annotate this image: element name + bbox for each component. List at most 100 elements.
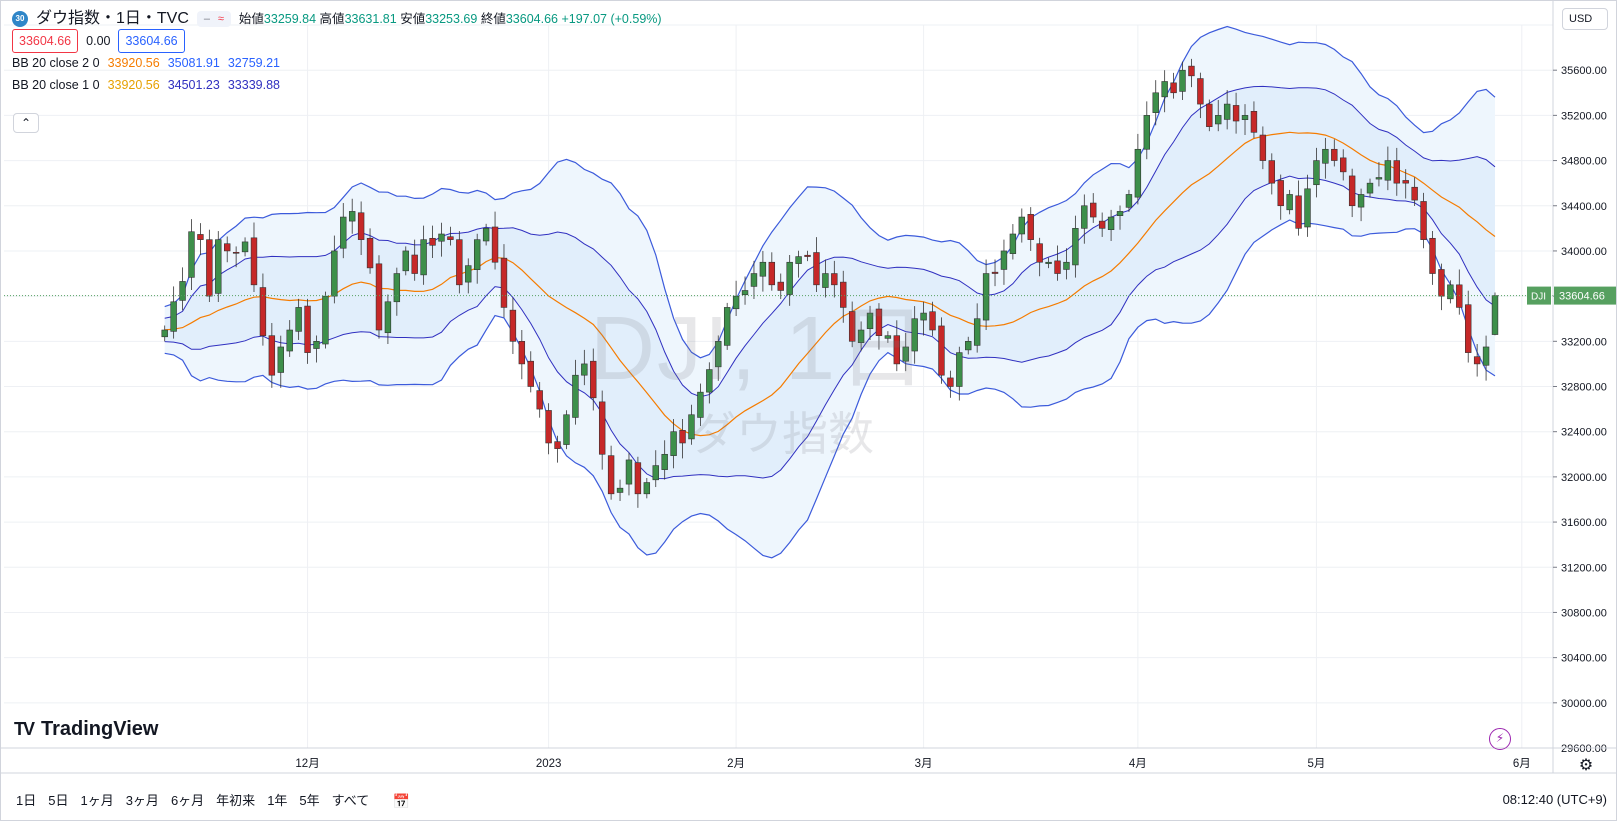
candle[interactable] bbox=[1268, 160, 1275, 184]
candle[interactable] bbox=[322, 295, 329, 345]
candle[interactable] bbox=[1179, 69, 1186, 92]
candle[interactable] bbox=[1063, 261, 1070, 270]
candle[interactable] bbox=[447, 236, 454, 240]
candle[interactable] bbox=[634, 462, 642, 495]
candle[interactable] bbox=[286, 329, 293, 352]
candle[interactable] bbox=[1072, 228, 1079, 266]
indicator-row-2[interactable]: BB 20 close 1 0 33920.56 34501.23 33339.… bbox=[12, 74, 662, 96]
candle[interactable] bbox=[848, 311, 856, 342]
candle[interactable] bbox=[1348, 175, 1356, 207]
candle[interactable] bbox=[1161, 81, 1168, 98]
candle[interactable] bbox=[1357, 194, 1365, 208]
candle[interactable] bbox=[1241, 115, 1249, 120]
candle[interactable] bbox=[1018, 216, 1026, 235]
candle[interactable] bbox=[598, 401, 606, 455]
candle[interactable] bbox=[813, 252, 820, 286]
calendar-goto-icon[interactable]: 📅 bbox=[392, 792, 410, 809]
candle[interactable] bbox=[777, 281, 784, 291]
candle[interactable] bbox=[1438, 269, 1445, 297]
candle[interactable] bbox=[429, 237, 436, 246]
candle[interactable] bbox=[1340, 157, 1347, 173]
candle[interactable] bbox=[1009, 233, 1017, 254]
candle[interactable] bbox=[902, 346, 909, 362]
candle[interactable] bbox=[1259, 134, 1267, 161]
candle[interactable] bbox=[884, 335, 892, 339]
candle[interactable] bbox=[866, 312, 874, 329]
candle[interactable] bbox=[1304, 188, 1311, 228]
candle[interactable] bbox=[170, 301, 177, 332]
candle[interactable] bbox=[384, 301, 392, 334]
candle[interactable] bbox=[652, 465, 659, 481]
candle[interactable] bbox=[688, 414, 695, 440]
currency-selector[interactable]: USD bbox=[1562, 8, 1608, 30]
candle[interactable] bbox=[991, 271, 999, 274]
candle[interactable] bbox=[250, 237, 258, 286]
candle[interactable] bbox=[831, 273, 838, 286]
candle[interactable] bbox=[1322, 148, 1329, 164]
candle[interactable] bbox=[786, 261, 793, 295]
candle[interactable] bbox=[1152, 92, 1159, 113]
candle[interactable] bbox=[893, 335, 901, 365]
candle[interactable] bbox=[1447, 284, 1454, 300]
candle[interactable] bbox=[1206, 103, 1213, 127]
candle[interactable] bbox=[697, 391, 704, 418]
candle[interactable] bbox=[304, 305, 311, 353]
range-button[interactable]: 6ヶ月 bbox=[170, 792, 205, 808]
candle[interactable] bbox=[1188, 65, 1195, 77]
candle[interactable] bbox=[375, 263, 383, 331]
candle[interactable] bbox=[1473, 356, 1481, 365]
candle[interactable] bbox=[625, 459, 633, 485]
candle[interactable] bbox=[1090, 202, 1097, 218]
minus-icon[interactable]: – bbox=[203, 13, 210, 25]
candle[interactable] bbox=[456, 239, 463, 286]
candle[interactable] bbox=[277, 346, 284, 373]
candle[interactable] bbox=[1107, 216, 1115, 230]
range-button[interactable]: 1年 bbox=[267, 792, 288, 808]
candle[interactable] bbox=[1331, 148, 1338, 161]
candle[interactable] bbox=[750, 273, 758, 287]
candle[interactable] bbox=[1465, 304, 1472, 353]
candle[interactable] bbox=[197, 234, 204, 240]
candle[interactable] bbox=[509, 309, 517, 342]
candle[interactable] bbox=[840, 281, 847, 308]
candle[interactable] bbox=[1384, 160, 1392, 181]
candle[interactable] bbox=[822, 273, 829, 288]
symbol-title[interactable]: ダウ指数・1日・TVC bbox=[36, 10, 189, 27]
candle[interactable] bbox=[1456, 284, 1463, 308]
candle[interactable] bbox=[1081, 205, 1088, 229]
candle[interactable] bbox=[206, 239, 213, 297]
candle[interactable] bbox=[268, 335, 276, 376]
candle[interactable] bbox=[1143, 115, 1151, 150]
candle[interactable] bbox=[1054, 260, 1061, 274]
candle[interactable] bbox=[1491, 295, 1499, 335]
candle[interactable] bbox=[563, 414, 570, 445]
candle[interactable] bbox=[1286, 194, 1293, 211]
candle[interactable] bbox=[500, 257, 508, 308]
candle[interactable] bbox=[857, 329, 865, 343]
candle[interactable] bbox=[768, 261, 776, 286]
candle[interactable] bbox=[1197, 78, 1204, 105]
candle[interactable] bbox=[1482, 346, 1490, 366]
candle[interactable] bbox=[875, 308, 883, 336]
range-button[interactable]: 1日 bbox=[16, 792, 37, 808]
candle[interactable] bbox=[465, 265, 472, 283]
candle[interactable] bbox=[241, 241, 249, 253]
candle[interactable] bbox=[616, 487, 624, 493]
candle[interactable] bbox=[1215, 115, 1222, 125]
candle[interactable] bbox=[518, 341, 526, 365]
candle[interactable] bbox=[1250, 111, 1258, 133]
candle[interactable] bbox=[1098, 220, 1106, 229]
candle[interactable] bbox=[259, 287, 267, 336]
candle[interactable] bbox=[911, 318, 918, 352]
candle[interactable] bbox=[581, 363, 588, 376]
candle[interactable] bbox=[554, 441, 561, 449]
candle[interactable] bbox=[590, 360, 597, 399]
candle[interactable] bbox=[536, 390, 543, 410]
candle[interactable] bbox=[420, 239, 427, 276]
candle[interactable] bbox=[411, 254, 418, 274]
candle[interactable] bbox=[527, 360, 534, 387]
candle[interactable] bbox=[973, 318, 981, 346]
candle[interactable] bbox=[1277, 180, 1284, 207]
candle[interactable] bbox=[1223, 103, 1231, 120]
